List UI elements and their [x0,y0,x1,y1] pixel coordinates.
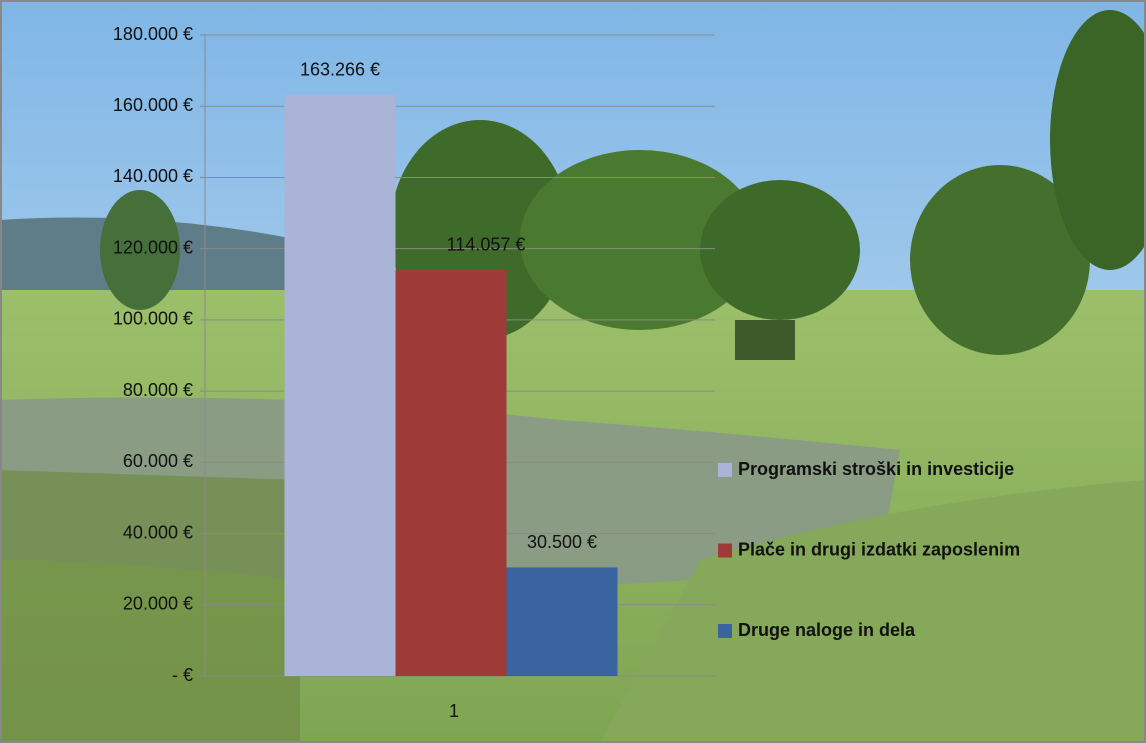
bar [285,95,396,676]
y-tick-label: 80.000 € [123,380,193,400]
page: - € 20.000 € 40.000 € 60.000 € 80.000 € 100.0… [0,0,1146,743]
y-tick-label: - € [172,665,193,685]
y-tick-label: 60.000 € [123,451,193,471]
bar [507,567,618,676]
legend-label: Programski stroški in investicije [738,459,1014,479]
value-label: 30.500 € [527,532,597,552]
y-tick-label: 20.000 € [123,594,193,614]
value-label: 114.057 € [447,235,526,255]
legend-swatch [718,624,732,638]
legend-label: Druge naloge in dela [738,620,916,640]
y-tick-label: 120.000 € [113,237,193,257]
y-tick-label: 100.000 € [113,309,193,329]
y-tick-label: 40.000 € [123,522,193,542]
legend-swatch [718,463,732,477]
y-tick-label: 180.000 € [113,24,193,44]
bar [396,270,507,676]
legend-swatch [718,544,732,558]
y-tick-label: 160.000 € [113,95,193,115]
y-tick-label: 140.000 € [113,166,193,186]
chart: - € 20.000 € 40.000 € 60.000 € 80.000 € 100.0… [0,0,1146,743]
value-label: 163.266 € [300,59,380,79]
x-tick-label: 1 [449,701,459,721]
legend-label: Plače in drugi izdatki zaposlenim [738,539,1020,559]
